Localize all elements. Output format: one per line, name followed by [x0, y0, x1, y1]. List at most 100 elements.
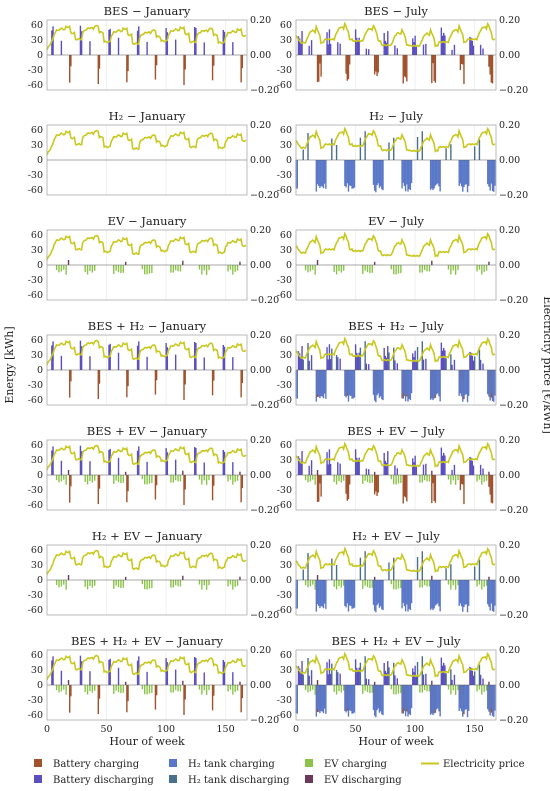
panel-0: BES − January 60 30 0 -30 -60 0.20 0.00 −0.20: [28, 4, 279, 96]
energy-bar: [397, 580, 400, 589]
energy-bar: [316, 575, 319, 580]
energy-bar: [335, 670, 338, 685]
energy-bar: [402, 370, 404, 393]
energy-bar: [403, 475, 406, 497]
energy-bar: [491, 160, 494, 191]
energy-bar: [346, 160, 348, 184]
energy-bar: [151, 475, 153, 484]
energy-bar: [300, 672, 302, 685]
energy-bar: [482, 48, 484, 55]
energy-bar: [174, 459, 177, 475]
y-tick-label: -60: [277, 185, 292, 196]
energy-bar: [489, 685, 491, 716]
energy-bar: [117, 457, 120, 475]
energy-bar: [464, 685, 466, 710]
energy-bar: [144, 580, 146, 590]
energy-bar: [357, 670, 359, 685]
y-tick-label: 60: [280, 125, 292, 136]
y-tick-label: 30: [31, 140, 43, 151]
energy-bar: [203, 685, 205, 691]
energy-bar: [438, 685, 440, 712]
energy-bar: [151, 580, 153, 589]
energy-bar: [232, 357, 234, 370]
energy-bar: [309, 475, 312, 482]
energy-bar: [344, 580, 346, 607]
energy-bar: [69, 685, 71, 713]
panel-title: H₂ + EV − January: [92, 529, 203, 543]
y-tick-label: 30: [280, 35, 292, 46]
energy-bar: [458, 580, 460, 606]
energy-bar: [438, 580, 440, 607]
energy-bar: [462, 685, 464, 717]
energy-bar: [382, 580, 384, 611]
x-tick-label: 150: [466, 724, 484, 735]
energy-bar: [203, 462, 205, 475]
price-line: [295, 651, 496, 678]
energy-bar: [117, 265, 120, 273]
energy-bar: [435, 685, 438, 710]
legend-label: Battery discharging: [53, 775, 154, 786]
energy-bar: [375, 580, 377, 613]
y-tick-label: -30: [28, 695, 43, 706]
energy-bar: [60, 460, 63, 475]
energy-bar: [443, 452, 445, 475]
y-tick-label: 60: [280, 650, 292, 661]
energy-bar: [174, 354, 177, 370]
energy-bar: [296, 580, 298, 609]
energy-bar: [358, 352, 360, 370]
energy-bar: [126, 475, 128, 503]
energy-bar: [368, 364, 370, 370]
energy-bar: [447, 580, 450, 585]
energy-bar: [177, 580, 179, 587]
energy-bar: [406, 475, 408, 502]
y-tick-label: -30: [28, 170, 43, 181]
panel-2: H₂ − January 60 30 0 -30 -60 0.20 0.00 −0.20: [28, 109, 279, 201]
energy-bar: [478, 559, 481, 580]
energy-bar: [69, 370, 71, 398]
energy-bar: [315, 370, 318, 402]
energy-bar: [431, 580, 433, 609]
energy-bar: [319, 160, 321, 189]
energy-bar: [319, 580, 321, 609]
energy-bar: [384, 40, 387, 55]
y-tick-label: 0: [37, 680, 43, 691]
energy-bar: [84, 475, 86, 482]
energy-bar: [328, 344, 331, 370]
legend: Battery charging H₂ tank charging EV charg…: [34, 759, 525, 786]
y-right-tick-label: 0.00: [499, 260, 520, 271]
energy-bar: [357, 40, 359, 55]
energy-bar: [316, 370, 319, 395]
energy-bar: [429, 370, 432, 400]
y-tick-label: -30: [277, 590, 292, 601]
energy-bar: [183, 475, 185, 505]
energy-bar: [462, 55, 464, 65]
energy-bar: [445, 358, 447, 370]
energy-bar: [234, 475, 236, 482]
y-tick-label: 0: [286, 680, 292, 691]
energy-bar: [478, 580, 481, 585]
energy-bar: [410, 580, 413, 604]
energy-bar: [397, 475, 400, 484]
legend-swatch: [169, 759, 177, 767]
energy-bar: [440, 657, 443, 685]
energy-bar: [369, 265, 371, 274]
energy-bar: [117, 352, 120, 370]
panel-9: BES + EV − July 60 30 0 -30 -60 0.20 0.00 −0.20: [277, 424, 528, 516]
energy-bar: [63, 580, 65, 585]
energy-bar: [383, 32, 385, 55]
energy-bar: [439, 370, 441, 402]
energy-bar: [172, 685, 174, 693]
energy-bar: [478, 664, 481, 685]
y-tick-label: 60: [280, 230, 292, 241]
energy-bar: [470, 457, 472, 475]
energy-bar: [434, 580, 437, 606]
energy-bar: [348, 160, 351, 186]
energy-bar: [308, 465, 310, 475]
price-line: [295, 336, 496, 363]
y-right-tick-label: 0.20: [250, 120, 271, 131]
energy-bar: [401, 370, 403, 399]
energy-bar: [347, 475, 350, 500]
energy-bar: [70, 55, 72, 67]
energy-bar: [113, 685, 115, 694]
